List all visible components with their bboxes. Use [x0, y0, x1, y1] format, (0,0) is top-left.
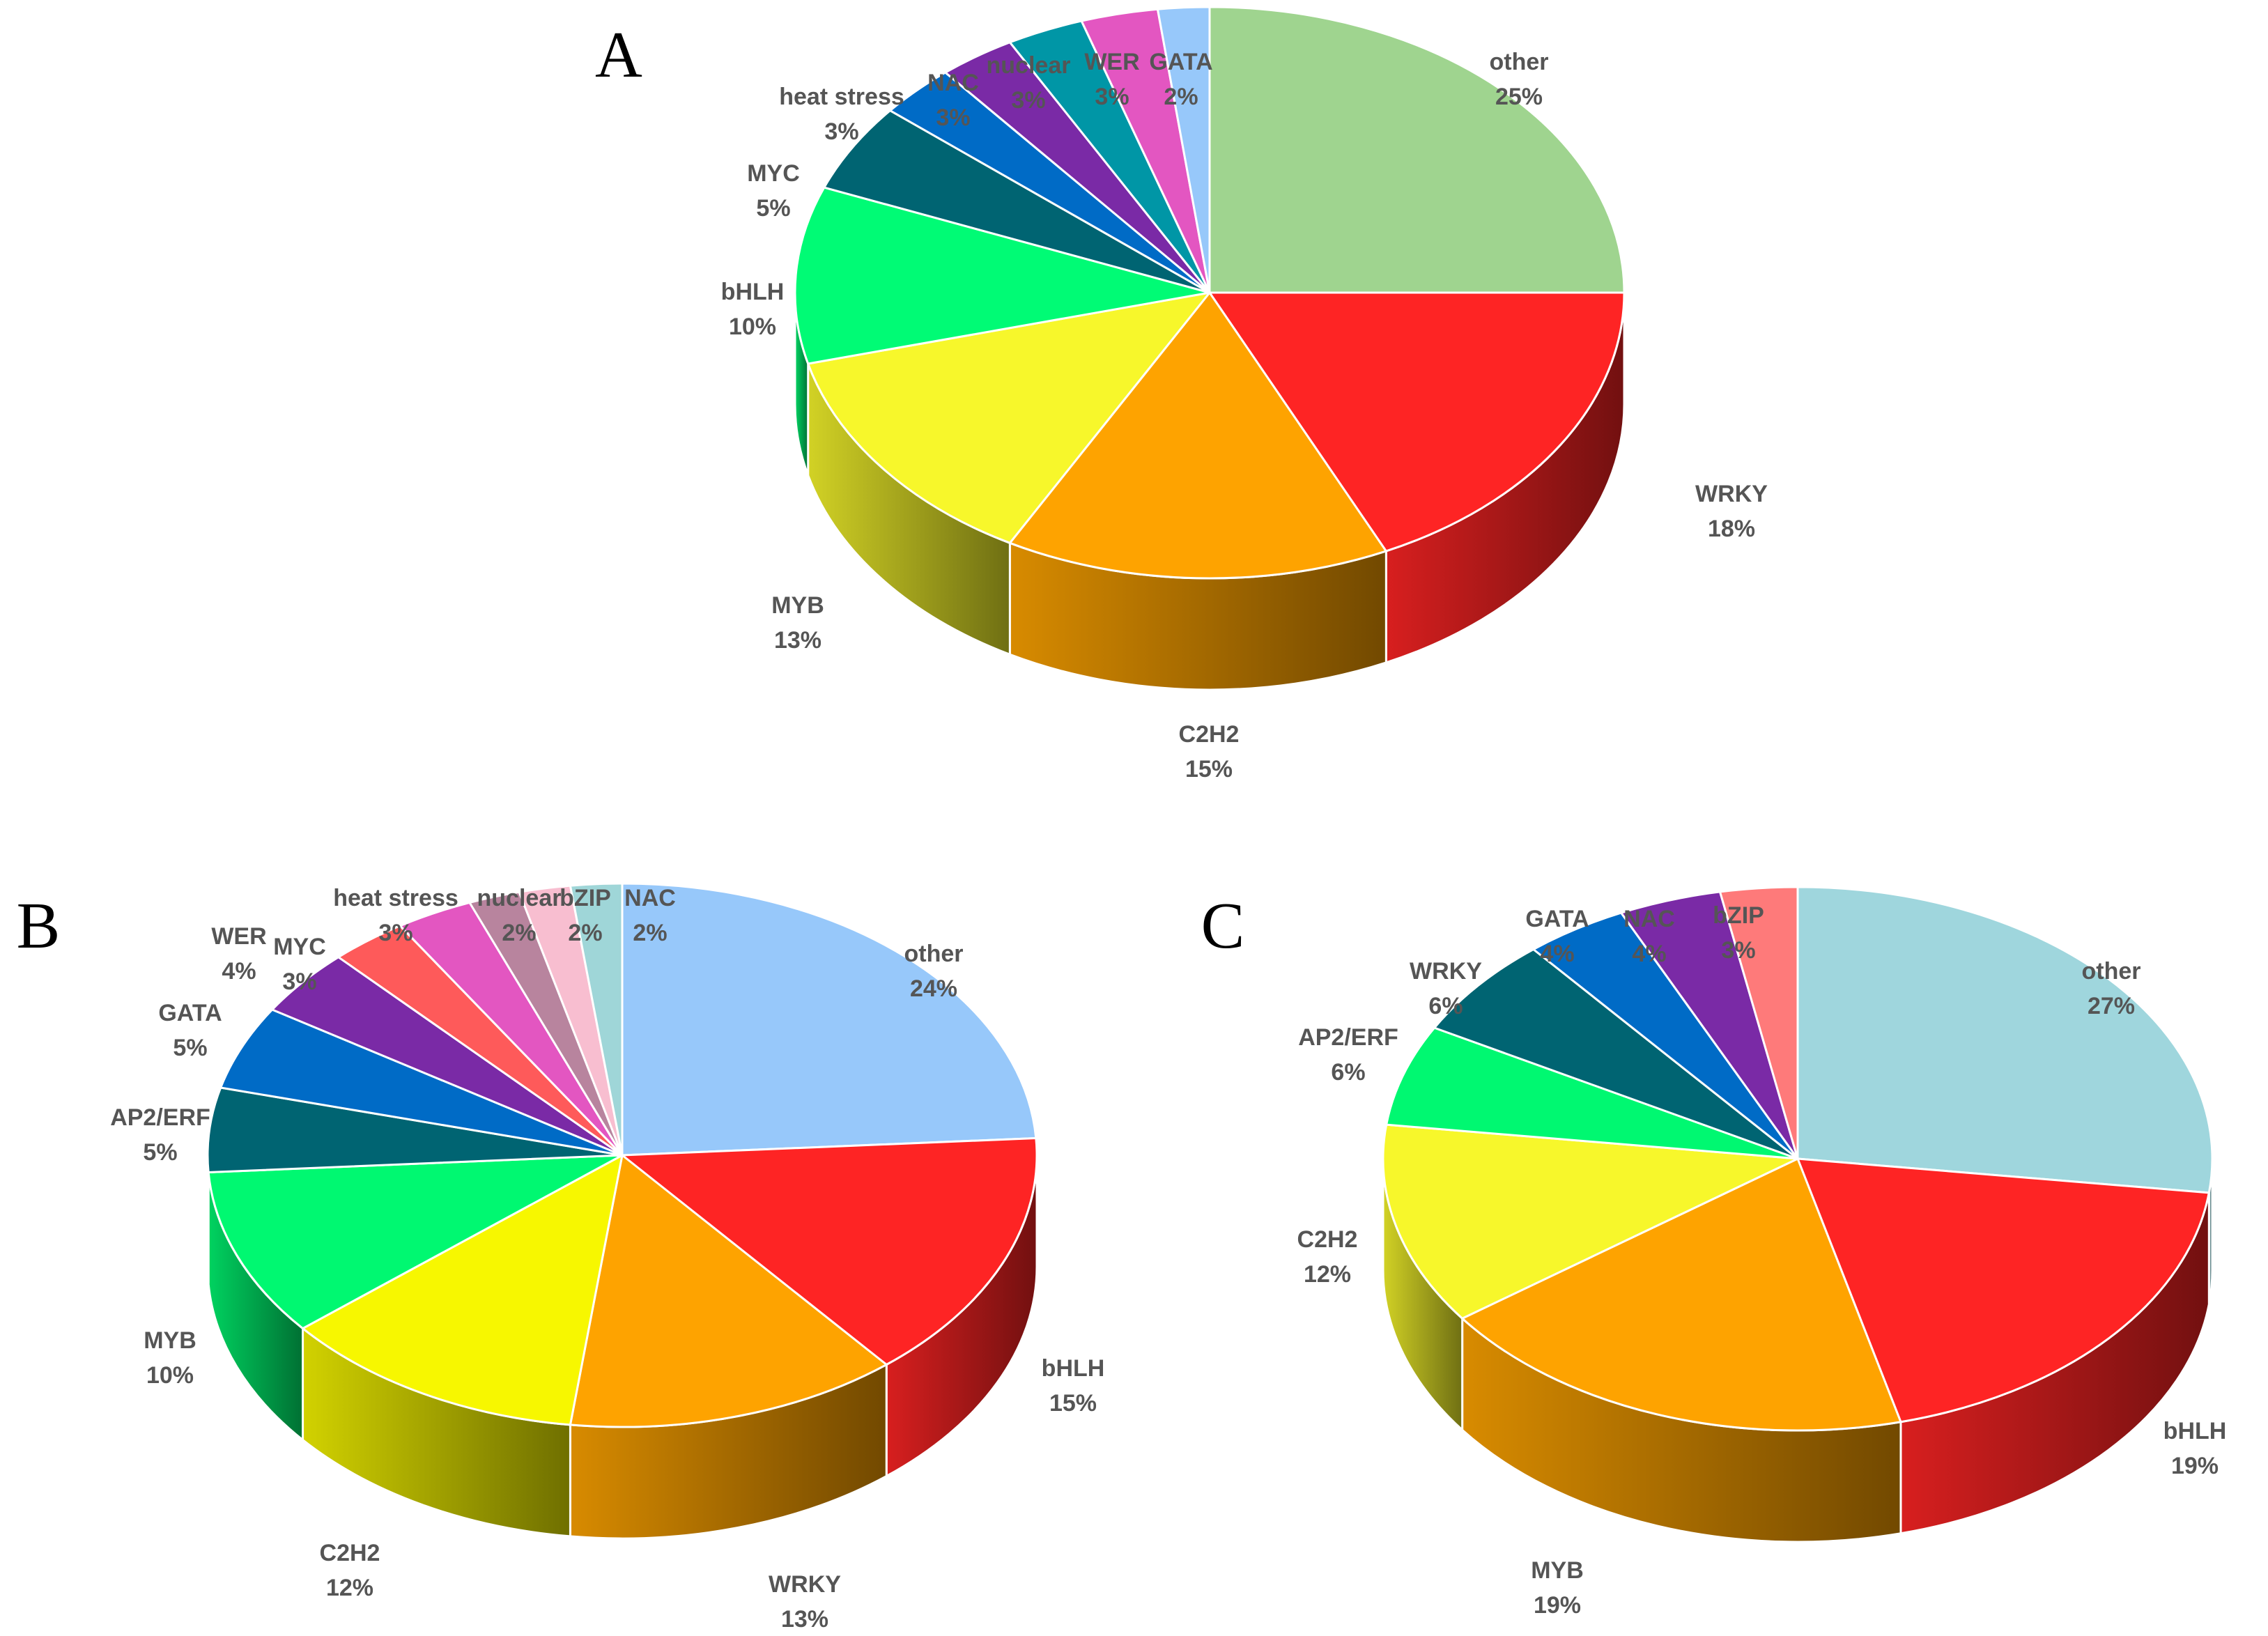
pie-slice-wrky: [569, 1154, 888, 1428]
data-label-bhlh: bHLH 19%: [2163, 1418, 2227, 1479]
pie-slice-other: [621, 882, 1037, 1157]
pie-slice-wrky: [1208, 291, 1626, 553]
data-label-other: other 25%: [1490, 49, 1549, 110]
pie-slice-c2h2: [1382, 1123, 1799, 1320]
data-label-c2h2: C2H2 12%: [320, 1540, 380, 1601]
data-label-heat-stress: heat stress 3%: [779, 84, 904, 145]
data-label-myc: MYC 3%: [273, 934, 326, 995]
pie-slice-myc: [823, 109, 1211, 294]
pie-slice-nac: [569, 882, 624, 1157]
data-label-nac: NAC 2%: [624, 885, 676, 946]
data-label-c2h2: C2H2 15%: [1179, 721, 1240, 782]
pie-slice-myb: [807, 291, 1211, 544]
pie-slice-gata: [1156, 6, 1211, 294]
pie-slice-gata: [219, 1008, 624, 1157]
pie-slice-bhlh: [621, 1137, 1038, 1366]
data-label-wer: WER 4%: [211, 923, 266, 985]
pie-slice-wrky: [1433, 948, 1799, 1160]
data-label-heat-stress: heat stress 3%: [333, 885, 458, 946]
panel-letter: B: [17, 890, 61, 962]
data-label-myb: MYB 13%: [771, 592, 824, 654]
data-label-other: other 27%: [2082, 958, 2141, 1019]
panel-letter: C: [1201, 890, 1245, 962]
data-label-wrky: WRKY 6%: [1410, 958, 1482, 1019]
pie-slice-bhlh: [1796, 1157, 2210, 1423]
data-label-bzip: bZIP 2%: [560, 885, 611, 946]
data-label-other: other 24%: [904, 941, 964, 1002]
pie-slice-other: [1796, 886, 2214, 1194]
pie-slice-c2h2: [302, 1154, 624, 1426]
data-label-nac: NAC 3%: [927, 70, 979, 131]
pie-slice-bhlh: [794, 186, 1211, 365]
data-label-c2h2: C2H2 12%: [1297, 1226, 1358, 1288]
data-label-nuclear: nuclear 3%: [987, 52, 1071, 114]
pie-slice-myb: [1461, 1157, 1902, 1432]
data-label-myc: MYC 5%: [747, 160, 800, 222]
data-label-gata: GATA 5%: [158, 1000, 222, 1061]
data-label-wer: WER 3%: [1084, 49, 1139, 110]
data-label-myb: MYB 10%: [144, 1327, 196, 1389]
pie-slice-ap2-erf: [1385, 1026, 1799, 1160]
panel-letter: A: [595, 19, 642, 91]
data-label-bhlh: bHLH 15%: [1042, 1355, 1105, 1417]
pie-slice-ap2-erf: [206, 1086, 624, 1173]
data-label-bzip: bZIP 3%: [1713, 902, 1764, 964]
data-label-ap2-erf: AP2/ERF 5%: [110, 1104, 210, 1166]
data-label-wrky: WRKY 18%: [1695, 481, 1768, 542]
data-label-gata: GATA 2%: [1149, 49, 1212, 110]
data-label-myb: MYB 19%: [1531, 1557, 1584, 1619]
data-label-wrky: WRKY 13%: [769, 1571, 841, 1633]
pie-slice-bzip: [1719, 886, 1799, 1160]
data-label-gata: GATA 4%: [1525, 906, 1589, 967]
data-label-nuclear: nuclear 2%: [477, 885, 562, 946]
data-label-nac: NAC 4%: [1623, 906, 1675, 967]
data-label-ap2-erf: AP2/ERF 6%: [1298, 1024, 1398, 1086]
pie-slice-other: [1208, 6, 1626, 294]
data-label-bhlh: bHLH 10%: [721, 279, 785, 340]
pie-slice-c2h2: [1008, 291, 1387, 580]
pie-slice-myb: [207, 1154, 624, 1330]
